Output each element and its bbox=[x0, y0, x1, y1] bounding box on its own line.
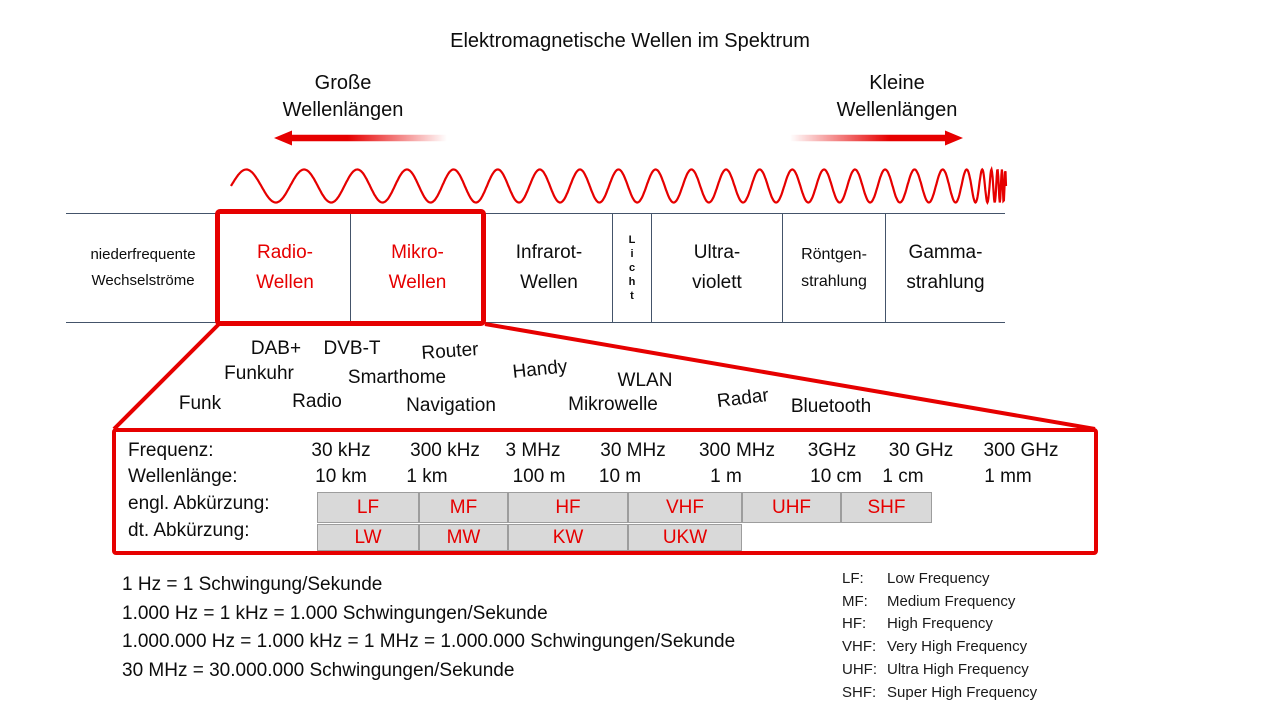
wavelength-value: 10 m bbox=[598, 466, 642, 487]
device-label-bluetooth: Bluetooth bbox=[790, 396, 872, 417]
long-wavelength-arrow bbox=[274, 130, 485, 146]
spectrum-band-infrarotwellen: Infrarot- Wellen bbox=[486, 214, 612, 322]
device-label-handy: Handy bbox=[511, 356, 569, 383]
right-arrow-label-line1: Kleine bbox=[869, 72, 925, 94]
wavelength-value: 10 km bbox=[315, 466, 367, 487]
german-abbr-cell-kw: KW bbox=[508, 524, 628, 551]
german-abbr-cell-ukw: UKW bbox=[628, 524, 742, 551]
english-abbr-cell-hf: HF bbox=[508, 492, 628, 523]
english-abbr-cell-uhf: UHF bbox=[742, 492, 841, 523]
spectrum-band-niederfrequentewechselströme: niederfrequente Wechselströme bbox=[66, 214, 220, 322]
table-row-label: Wellenlänge: bbox=[128, 466, 238, 487]
legend-abbr: SHF: bbox=[842, 683, 877, 701]
english-abbr-cell-mf: MF bbox=[419, 492, 508, 523]
band-label-line: Radio- bbox=[257, 242, 313, 263]
left-arrow-label-line1: Große bbox=[314, 72, 372, 94]
spectrum-band-mikrowellen: Mikro- Wellen bbox=[350, 214, 484, 322]
chirp-wave bbox=[230, 166, 1008, 206]
left-arrow-label-line2: Wellenlängen bbox=[282, 99, 404, 121]
wavelength-value: 1 km bbox=[406, 466, 448, 487]
note-line: 1.000.000 Hz = 1.000 kHz = 1 MHz = 1.000… bbox=[122, 631, 736, 652]
spectrum-band-radiowellen: Radio- Wellen bbox=[220, 214, 350, 322]
table-row-label: Frequenz: bbox=[128, 440, 214, 461]
note-line: 1 Hz = 1 Schwingung/Sekunde bbox=[122, 574, 383, 595]
note-line: 30 MHz = 30.000.000 Schwingungen/Sekunde bbox=[122, 659, 515, 681]
band-label-line: Wellen bbox=[388, 272, 447, 293]
legend-name: Low Frequency bbox=[887, 570, 990, 587]
legend-abbr: HF: bbox=[842, 615, 867, 633]
device-label-wlan: WLAN bbox=[617, 370, 673, 391]
legend-name: High Frequency bbox=[887, 615, 993, 633]
spectrum-band-röntgenstrahlung: Röntgen-strahlung bbox=[782, 214, 885, 322]
wavelength-value: 1 m bbox=[710, 466, 742, 487]
german-abbr-cell-lw: LW bbox=[317, 524, 419, 551]
table-row-label: dt. Abkürzung: bbox=[128, 520, 250, 541]
device-label-funk: Funk bbox=[178, 393, 222, 414]
right-arrow-label-line2: Wellenlängen bbox=[836, 99, 958, 121]
english-abbr-cell-vhf: VHF bbox=[628, 492, 742, 523]
wavelength-value: 1 cm bbox=[882, 466, 924, 487]
page-title: Elektromagnetische Wellen im Spektrum bbox=[450, 30, 810, 52]
device-label-radio: Radio bbox=[292, 391, 342, 412]
radio-microwave-highlight-box bbox=[215, 209, 486, 326]
german-abbr-cell-mw: MW bbox=[419, 524, 508, 551]
band-label-line: Röntgen- bbox=[801, 246, 867, 263]
band-label-line: strahlung bbox=[801, 273, 867, 290]
device-label-router: Router bbox=[420, 339, 480, 364]
wavelength-value: 10 cm bbox=[810, 466, 862, 487]
short-wavelength-arrow bbox=[752, 130, 963, 146]
legend-name: Super High Frequency bbox=[887, 683, 1038, 701]
wavelength-value: 100 m bbox=[512, 466, 566, 487]
legend-abbr: MF: bbox=[842, 592, 868, 610]
legend-abbr: LF: bbox=[842, 570, 864, 587]
spectrum-band-gammastrahlung: Gamma-strahlung bbox=[885, 214, 1005, 322]
note-line: 1.000 Hz = 1 kHz = 1.000 Schwingungen/Se… bbox=[122, 602, 548, 624]
legend-name: Medium Frequency bbox=[887, 592, 1016, 610]
device-label-funkuhr: Funkuhr bbox=[224, 363, 294, 384]
band-label-line: violett bbox=[692, 272, 742, 293]
legend-name: Very High Frequency bbox=[887, 638, 1028, 656]
frequency-value: 30 kHz bbox=[311, 440, 371, 461]
device-label-dab-: DAB+ bbox=[250, 338, 302, 359]
frequency-value: 300 MHz bbox=[698, 440, 776, 461]
legend-abbr: VHF: bbox=[842, 638, 877, 656]
band-label-line: L bbox=[628, 234, 636, 246]
frequency-table-box: Frequenz: Wellenlänge: engl. Abkürzung: dt.… bbox=[112, 428, 1098, 555]
band-label-line: strahlung bbox=[906, 272, 985, 293]
wavelength-value: 1 mm bbox=[984, 466, 1032, 487]
band-label-line: t bbox=[630, 290, 634, 302]
legend-name: Ultra High Frequency bbox=[887, 660, 1029, 678]
band-label-line: Wellen bbox=[520, 272, 578, 293]
english-abbr-cell-lf: LF bbox=[317, 492, 419, 523]
frequency-value: 3 MHz bbox=[505, 440, 561, 461]
frequency-value: 30 GHz bbox=[888, 440, 954, 461]
band-label-line: c bbox=[628, 262, 636, 274]
spectrum-band-strip: niederfrequente Wechselströme Radio- Wellen… bbox=[66, 213, 1005, 323]
device-label-radar: Radar bbox=[715, 384, 770, 413]
frequency-value: 300 GHz bbox=[983, 440, 1059, 461]
device-label-mikrowelle: Mikrowelle bbox=[568, 394, 658, 415]
spectrum-band-ultraviolett: Ultra-violett bbox=[651, 214, 782, 322]
device-label-navigation: Navigation bbox=[406, 395, 496, 416]
band-label-line: h bbox=[628, 276, 636, 288]
band-label-line: niederfrequente bbox=[90, 246, 196, 263]
band-label-line: Gamma- bbox=[908, 242, 983, 263]
band-label-line: Mikro- bbox=[391, 242, 444, 263]
frequency-value: 30 MHz bbox=[600, 440, 666, 461]
band-label-line: i bbox=[630, 248, 634, 260]
legend-abbr: UHF: bbox=[842, 660, 877, 678]
table-row-label: engl. Abkürzung: bbox=[128, 493, 270, 514]
band-label-line: Wellen bbox=[256, 272, 314, 293]
frequency-value: 3GHz bbox=[807, 440, 857, 461]
frequency-value: 300 kHz bbox=[410, 440, 480, 461]
band-label-line: Wechselströme bbox=[91, 272, 195, 289]
english-abbr-cell-shf: SHF bbox=[841, 492, 932, 523]
device-label-dvb-t: DVB-T bbox=[323, 338, 381, 359]
band-label-line: Infrarot- bbox=[515, 242, 583, 263]
device-label-smarthome: Smarthome bbox=[347, 367, 447, 388]
band-label-line: Ultra- bbox=[693, 242, 741, 263]
